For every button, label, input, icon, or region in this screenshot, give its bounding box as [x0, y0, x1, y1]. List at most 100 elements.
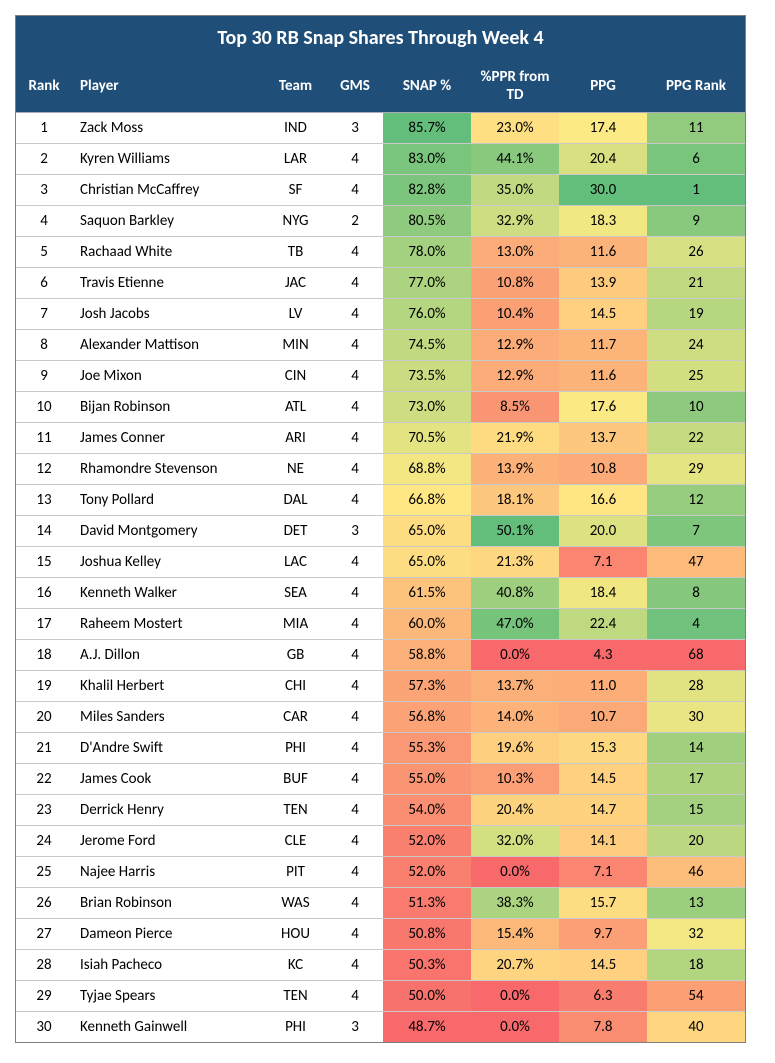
cell-team: LV: [264, 299, 327, 330]
col-header-ppg: PPG: [559, 60, 647, 113]
cell-snap: 76.0%: [383, 299, 471, 330]
col-header-gms: GMS: [327, 60, 383, 113]
cell-ppr: 21.3%: [471, 547, 559, 578]
cell-ppgrank: 25: [647, 361, 745, 392]
cell-ppr: 12.9%: [471, 361, 559, 392]
cell-snap: 85.7%: [383, 113, 471, 144]
cell-player: Tyjae Spears: [72, 981, 264, 1012]
cell-player: David Montgomery: [72, 516, 264, 547]
cell-rank: 4: [16, 206, 72, 237]
cell-rank: 7: [16, 299, 72, 330]
table-row: 14David MontgomeryDET365.0%50.1%20.07: [16, 516, 745, 547]
cell-ppr: 50.1%: [471, 516, 559, 547]
cell-gms: 4: [327, 640, 383, 671]
cell-ppgrank: 9: [647, 206, 745, 237]
cell-gms: 4: [327, 454, 383, 485]
cell-team: NYG: [264, 206, 327, 237]
cell-ppr: 20.4%: [471, 795, 559, 826]
cell-team: LAC: [264, 547, 327, 578]
cell-snap: 77.0%: [383, 268, 471, 299]
cell-ppg: 20.4: [559, 144, 647, 175]
cell-snap: 61.5%: [383, 578, 471, 609]
cell-snap: 82.8%: [383, 175, 471, 206]
cell-team: BUF: [264, 764, 327, 795]
cell-gms: 4: [327, 175, 383, 206]
cell-gms: 3: [327, 516, 383, 547]
cell-ppr: 19.6%: [471, 733, 559, 764]
table-row: 20Miles SandersCAR456.8%14.0%10.730: [16, 702, 745, 733]
table-row: 11James ConnerARI470.5%21.9%13.722: [16, 423, 745, 454]
cell-ppr: 32.9%: [471, 206, 559, 237]
column-headers: Rank Player Team GMS SNAP % %PPR from TD…: [16, 60, 745, 113]
cell-ppr: 15.4%: [471, 919, 559, 950]
cell-player: Joshua Kelley: [72, 547, 264, 578]
cell-player: Joe Mixon: [72, 361, 264, 392]
cell-gms: 4: [327, 950, 383, 981]
cell-ppr: 40.8%: [471, 578, 559, 609]
cell-ppgrank: 32: [647, 919, 745, 950]
cell-player: Kenneth Walker: [72, 578, 264, 609]
cell-ppg: 11.7: [559, 330, 647, 361]
cell-gms: 4: [327, 578, 383, 609]
cell-team: PIT: [264, 857, 327, 888]
cell-rank: 9: [16, 361, 72, 392]
table-row: 5Rachaad WhiteTB478.0%13.0%11.626: [16, 237, 745, 268]
cell-gms: 4: [327, 361, 383, 392]
cell-gms: 3: [327, 1012, 383, 1043]
cell-rank: 8: [16, 330, 72, 361]
table-row: 1Zack MossIND385.7%23.0%17.411: [16, 113, 745, 144]
cell-ppg: 20.0: [559, 516, 647, 547]
table-row: 21D'Andre SwiftPHI455.3%19.6%15.314: [16, 733, 745, 764]
cell-team: WAS: [264, 888, 327, 919]
cell-ppr: 0.0%: [471, 857, 559, 888]
cell-gms: 4: [327, 733, 383, 764]
cell-gms: 4: [327, 144, 383, 175]
cell-rank: 25: [16, 857, 72, 888]
cell-ppgrank: 46: [647, 857, 745, 888]
cell-ppg: 22.4: [559, 609, 647, 640]
cell-rank: 29: [16, 981, 72, 1012]
cell-ppr: 10.3%: [471, 764, 559, 795]
table-row: 13Tony PollardDAL466.8%18.1%16.612: [16, 485, 745, 516]
cell-ppgrank: 54: [647, 981, 745, 1012]
cell-ppgrank: 21: [647, 268, 745, 299]
cell-ppgrank: 12: [647, 485, 745, 516]
cell-ppgrank: 8: [647, 578, 745, 609]
cell-snap: 54.0%: [383, 795, 471, 826]
cell-ppg: 11.6: [559, 237, 647, 268]
cell-team: JAC: [264, 268, 327, 299]
cell-ppr: 13.7%: [471, 671, 559, 702]
cell-gms: 4: [327, 826, 383, 857]
cell-team: PHI: [264, 1012, 327, 1043]
cell-ppr: 38.3%: [471, 888, 559, 919]
cell-team: HOU: [264, 919, 327, 950]
cell-player: Travis Etienne: [72, 268, 264, 299]
cell-ppg: 9.7: [559, 919, 647, 950]
cell-snap: 55.3%: [383, 733, 471, 764]
cell-team: GB: [264, 640, 327, 671]
cell-ppg: 7.1: [559, 857, 647, 888]
cell-ppr: 13.0%: [471, 237, 559, 268]
cell-rank: 10: [16, 392, 72, 423]
cell-ppg: 13.9: [559, 268, 647, 299]
table-row: 22James CookBUF455.0%10.3%14.517: [16, 764, 745, 795]
cell-ppr: 10.4%: [471, 299, 559, 330]
cell-player: Rhamondre Stevenson: [72, 454, 264, 485]
cell-gms: 4: [327, 268, 383, 299]
cell-rank: 21: [16, 733, 72, 764]
cell-snap: 74.5%: [383, 330, 471, 361]
cell-snap: 50.8%: [383, 919, 471, 950]
table-row: 3Christian McCaffreySF482.8%35.0%30.01: [16, 175, 745, 206]
cell-player: Kyren Williams: [72, 144, 264, 175]
cell-team: PHI: [264, 733, 327, 764]
cell-ppr: 0.0%: [471, 1012, 559, 1043]
cell-team: DET: [264, 516, 327, 547]
cell-snap: 52.0%: [383, 857, 471, 888]
cell-rank: 20: [16, 702, 72, 733]
cell-ppg: 17.6: [559, 392, 647, 423]
cell-ppr: 14.0%: [471, 702, 559, 733]
cell-ppg: 4.3: [559, 640, 647, 671]
cell-player: Jerome Ford: [72, 826, 264, 857]
cell-ppg: 16.6: [559, 485, 647, 516]
cell-rank: 18: [16, 640, 72, 671]
